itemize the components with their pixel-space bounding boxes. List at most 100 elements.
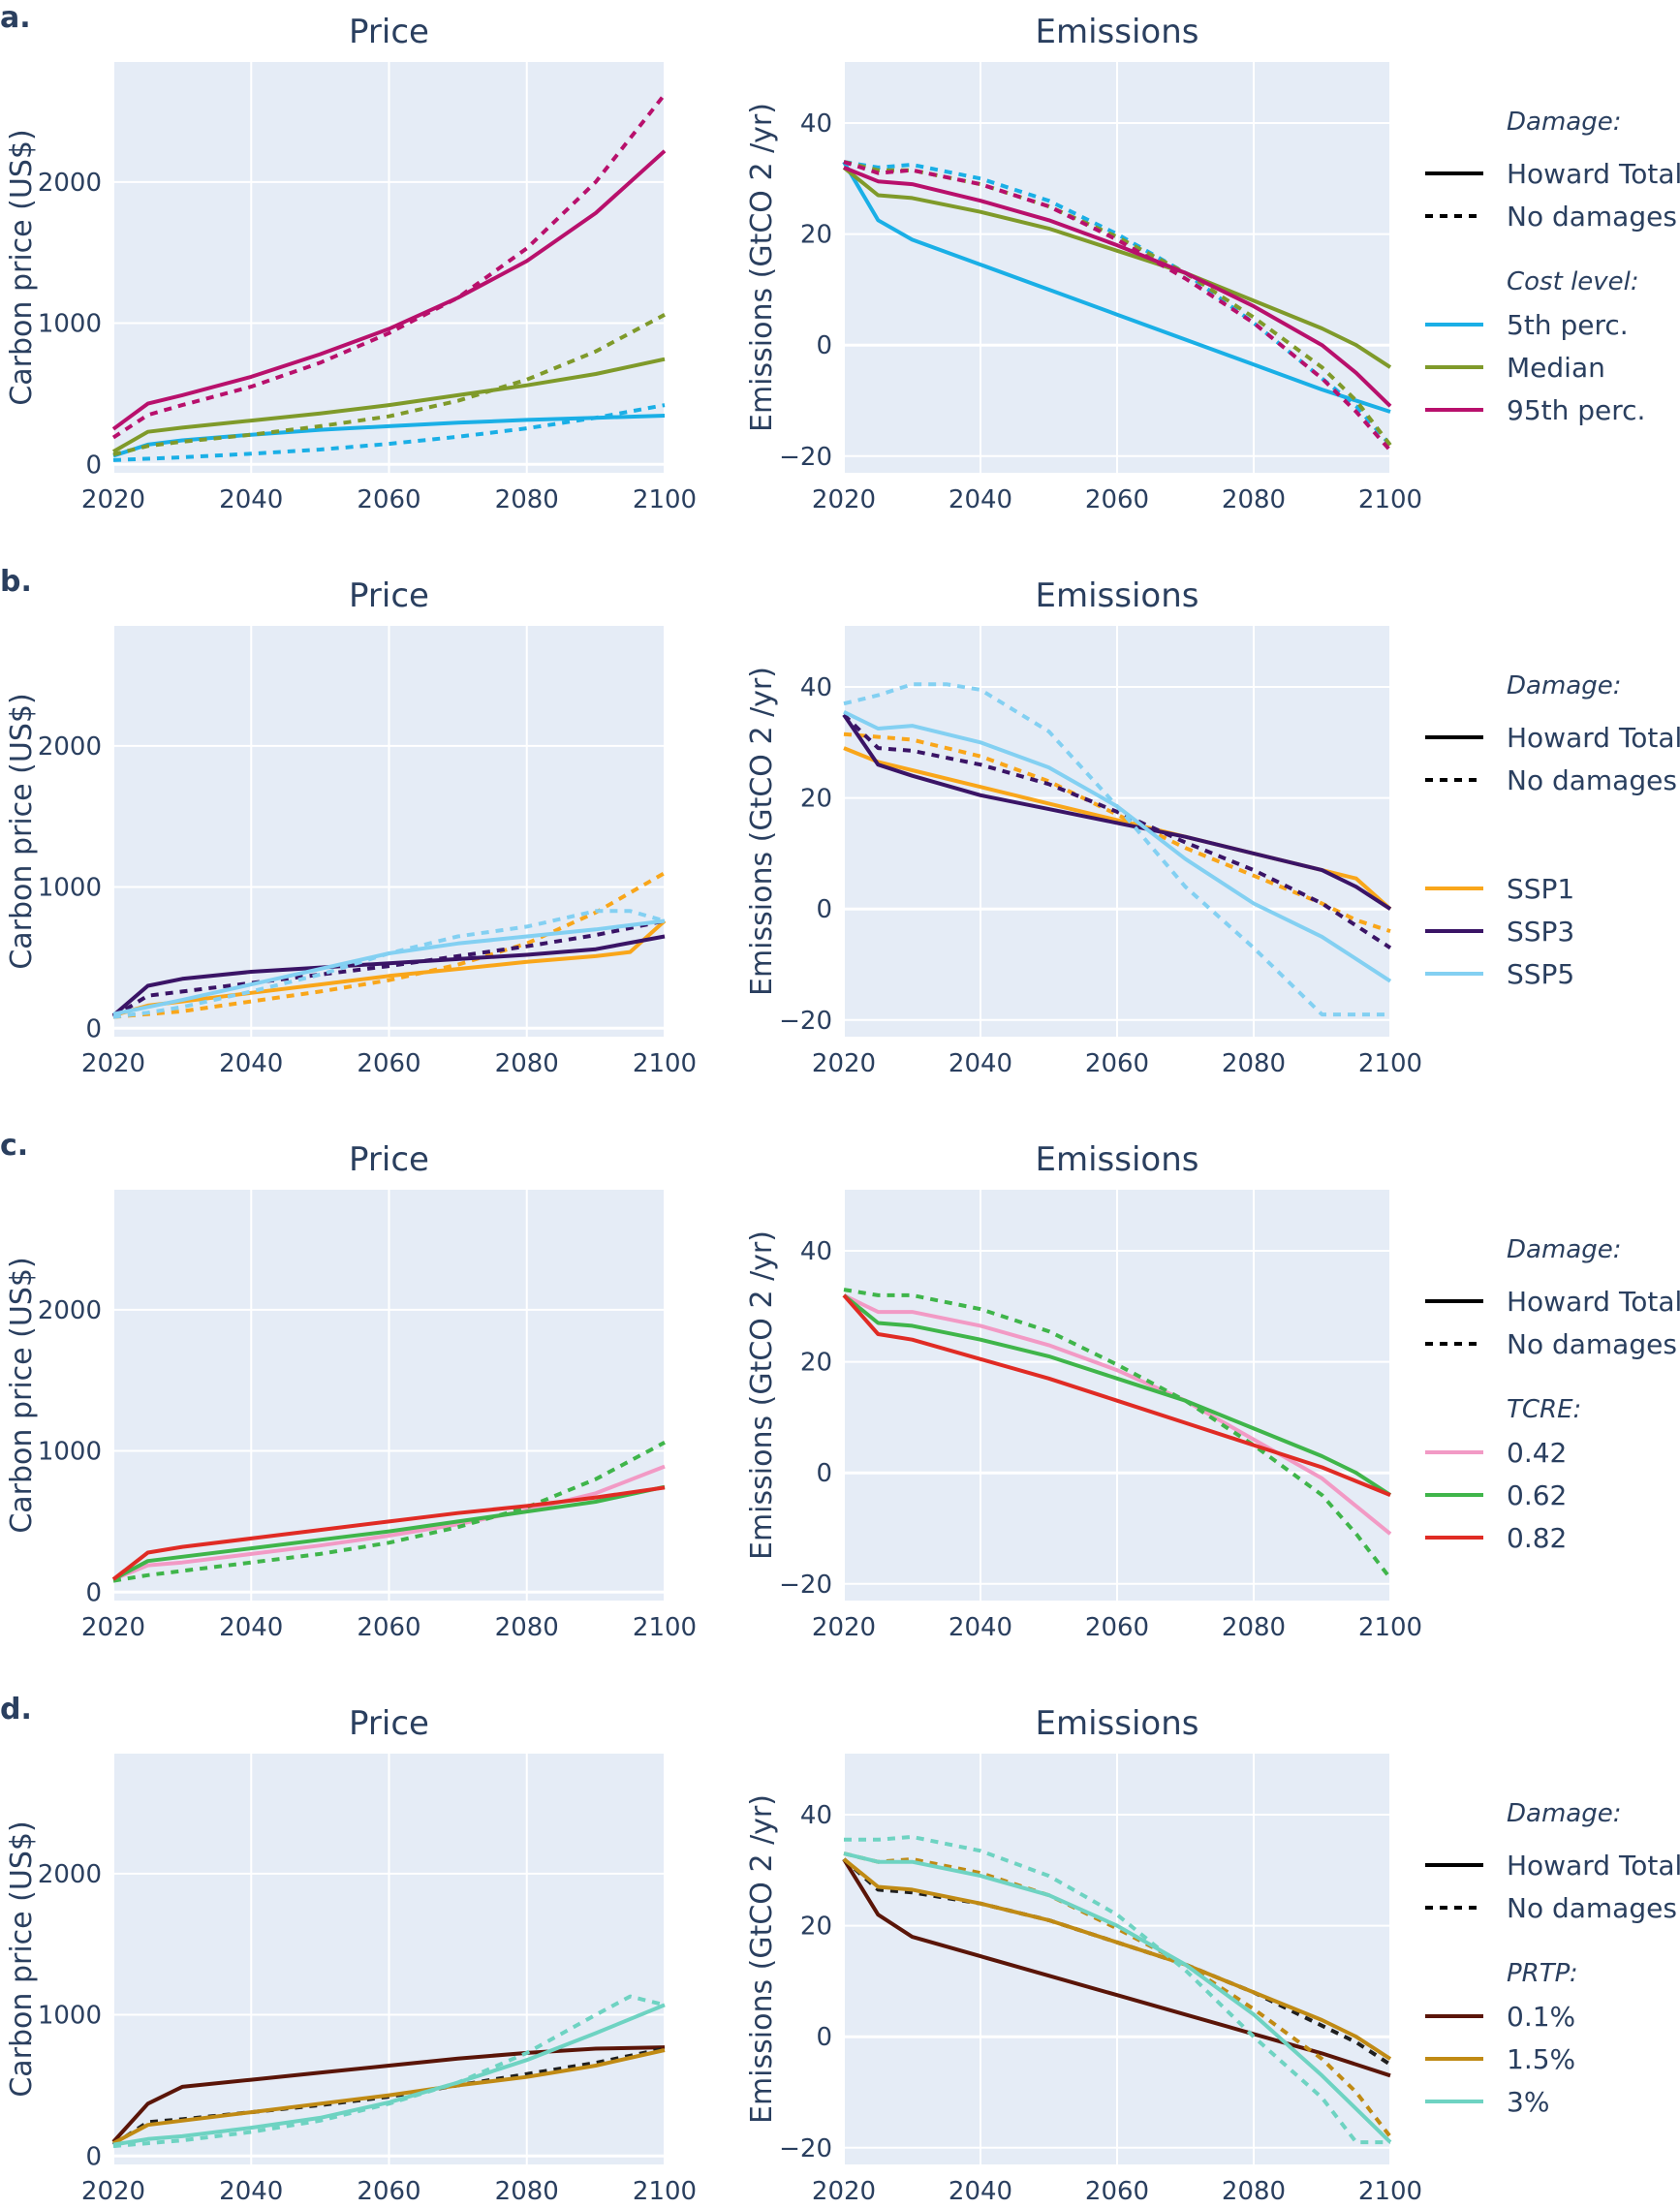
emissions-series-5th-perc--howard-total	[842, 161, 1391, 414]
price-x-tick-label: 2100	[633, 485, 697, 514]
legend-damage-title: Damage:	[1507, 1799, 1621, 1828]
panel-2: b.2020 2040 2060 2080 2100010002000PriceCarb…	[0, 565, 1680, 1078]
price-x-tick-label: 2020	[81, 1049, 145, 1078]
price-x-tick-label: 2100	[633, 1049, 697, 1078]
price-x-tick-label: 2040	[219, 1613, 283, 1642]
price-y-tick-label: 2000	[38, 169, 102, 198]
emissions-y-tick-label: −20	[779, 2134, 832, 2163]
emissions-x-tick-label: 2080	[1222, 2177, 1286, 2205]
emissions-x-tick-label: 2040	[949, 2177, 1012, 2205]
legend-damage-title: Damage:	[1507, 1235, 1621, 1264]
emissions-y-tick-label: 0	[816, 331, 832, 360]
price-x-tick-label: 2100	[633, 2177, 697, 2205]
emissions-series-3--howard-total	[843, 1851, 1392, 2144]
price-series-5th-perc--howard-total	[112, 414, 666, 458]
price-x-tick-label: 2080	[495, 485, 559, 514]
price-y-axis-label: Carbon price (US$)	[5, 129, 39, 405]
legend-label: 1.5%	[1507, 2043, 1575, 2075]
price-x-tick-label: 2020	[81, 485, 145, 514]
price-x-tick-label: 2060	[357, 1049, 420, 1078]
price-x-tick-label: 2080	[495, 1049, 559, 1078]
price-series-5th-perc--no-damages	[112, 403, 666, 462]
emissions-x-tick-label: 2080	[1222, 1049, 1286, 1078]
panel-label: b.	[0, 565, 32, 599]
emissions-x-tick-label: 2020	[812, 2177, 876, 2205]
price-x-tick-label: 2020	[81, 2177, 145, 2205]
price-title: Price	[349, 576, 429, 615]
emissions-y-tick-label: −20	[779, 1571, 832, 1600]
emissions-series-1-5--howard-total	[842, 1857, 1392, 2061]
price-y-tick-label: 2000	[38, 1860, 102, 1889]
price-x-tick-label: 2060	[357, 485, 420, 514]
emissions-x-tick-label: 2040	[949, 1049, 1012, 1078]
emissions-series-ssp3-no-damages	[842, 713, 1392, 949]
emissions-x-tick-label: 2020	[812, 1613, 876, 1642]
legend-label: 0.62	[1507, 1479, 1567, 1511]
legend-damage-label: Howard Total	[1507, 158, 1680, 190]
emissions-series-0-82-howard-total	[842, 1293, 1391, 1497]
emissions-series-ssp5-no-damages	[843, 682, 1390, 1017]
panel-3: c.2020 2040 2060 2080 2100010002000PriceCarb…	[0, 1129, 1680, 1642]
legend-damage-label: No damages	[1507, 201, 1677, 233]
emissions-x-tick-label: 2060	[1085, 485, 1149, 514]
legend: Damage: Howard Total No damages Cost level:…	[1425, 108, 1680, 426]
emissions-x-tick-label: 2100	[1358, 1613, 1422, 1642]
emissions-chart: 2020 2040 2060 2080 2100 40 20 0 −20 Emissions Emi…	[745, 13, 1422, 514]
price-title: Price	[349, 13, 429, 51]
legend-damage-label: Howard Total	[1507, 1286, 1680, 1318]
price-y-tick-label: 2000	[38, 732, 102, 762]
emissions-y-tick-label: 20	[800, 1913, 832, 1942]
emissions-y-tick-label: −20	[779, 1007, 832, 1036]
price-series-median-howard-total	[112, 357, 666, 453]
legend-label: 95th perc.	[1507, 394, 1645, 426]
emissions-x-tick-label: 2080	[1222, 485, 1286, 514]
price-series-0-62-no-damages	[112, 1441, 666, 1583]
price-y-tick-label: 1000	[38, 1438, 102, 1467]
emissions-y-tick-label: 20	[800, 1349, 832, 1378]
emissions-title: Emissions	[1036, 1704, 1199, 1743]
emissions-series-ssp1-no-damages	[843, 731, 1391, 934]
price-y-axis-label: Carbon price (US$)	[5, 1820, 39, 2097]
emissions-y-tick-label: 20	[800, 221, 832, 250]
emissions-series-95th-perc--no-damages	[843, 160, 1392, 452]
price-series-3--no-damages	[112, 1994, 666, 2149]
emissions-series-median-no-damages	[843, 160, 1392, 447]
price-y-tick-label: 0	[85, 451, 102, 480]
price-series-95th-perc--howard-total	[111, 149, 667, 431]
price-title: Price	[349, 1140, 429, 1179]
emissions-y-tick-label: 40	[800, 109, 832, 139]
emissions-title: Emissions	[1036, 1140, 1199, 1179]
price-y-axis-label: Carbon price (US$)	[5, 1257, 39, 1533]
legend: Damage: Howard Total No damages PRTP: 0.1% 1.…	[1425, 1799, 1680, 2118]
price-title: Price	[349, 1704, 429, 1743]
emissions-y-axis-label: Emissions (GtCO 2 /yr)	[745, 667, 779, 996]
price-series-ssp3-howard-total	[111, 934, 666, 1017]
emissions-y-axis-label: Emissions (GtCO 2 /yr)	[745, 103, 779, 432]
price-chart: 2020 2040 2060 2080 2100 0 1000 2000 Price Carbon…	[5, 576, 697, 1078]
legend: Damage: Howard Total No damages TCRE: 0.42 0.…	[1425, 1235, 1680, 1554]
emissions-series-95th-perc--howard-total	[843, 166, 1392, 408]
emissions-y-tick-label: −20	[779, 443, 832, 472]
emissions-x-tick-label: 2060	[1085, 1613, 1149, 1642]
legend-damage-label: No damages	[1507, 1892, 1677, 1924]
price-series-1-5--howard-total	[112, 2048, 666, 2145]
emissions-series-5th-perc--no-damages	[843, 160, 1392, 447]
emissions-x-tick-label: 2020	[812, 485, 876, 514]
legend-group-title: TCRE:	[1507, 1395, 1581, 1424]
price-series-ssp3-no-damages	[111, 918, 666, 1019]
price-y-tick-label: 0	[85, 1014, 102, 1043]
price-series-0-62-howard-total	[112, 1484, 666, 1581]
emissions-x-tick-label: 2040	[949, 1613, 1012, 1642]
panel-label: c.	[0, 1129, 28, 1163]
price-y-tick-label: 2000	[38, 1296, 102, 1325]
emissions-y-tick-label: 0	[816, 895, 832, 924]
emissions-y-tick-label: 40	[800, 673, 832, 702]
panel-label: a.	[0, 1, 31, 35]
emissions-series-ssp3-howard-total	[842, 713, 1392, 911]
legend-label: SSP3	[1507, 916, 1574, 948]
emissions-y-axis-label: Emissions (GtCO 2 /yr)	[745, 1230, 779, 1560]
legend-label: SSP1	[1507, 873, 1574, 905]
price-chart: 2020 2040 2060 2080 2100 0 1000 2000 Price Carbon…	[5, 1140, 697, 1642]
legend-damage-label: Howard Total	[1507, 1850, 1680, 1882]
